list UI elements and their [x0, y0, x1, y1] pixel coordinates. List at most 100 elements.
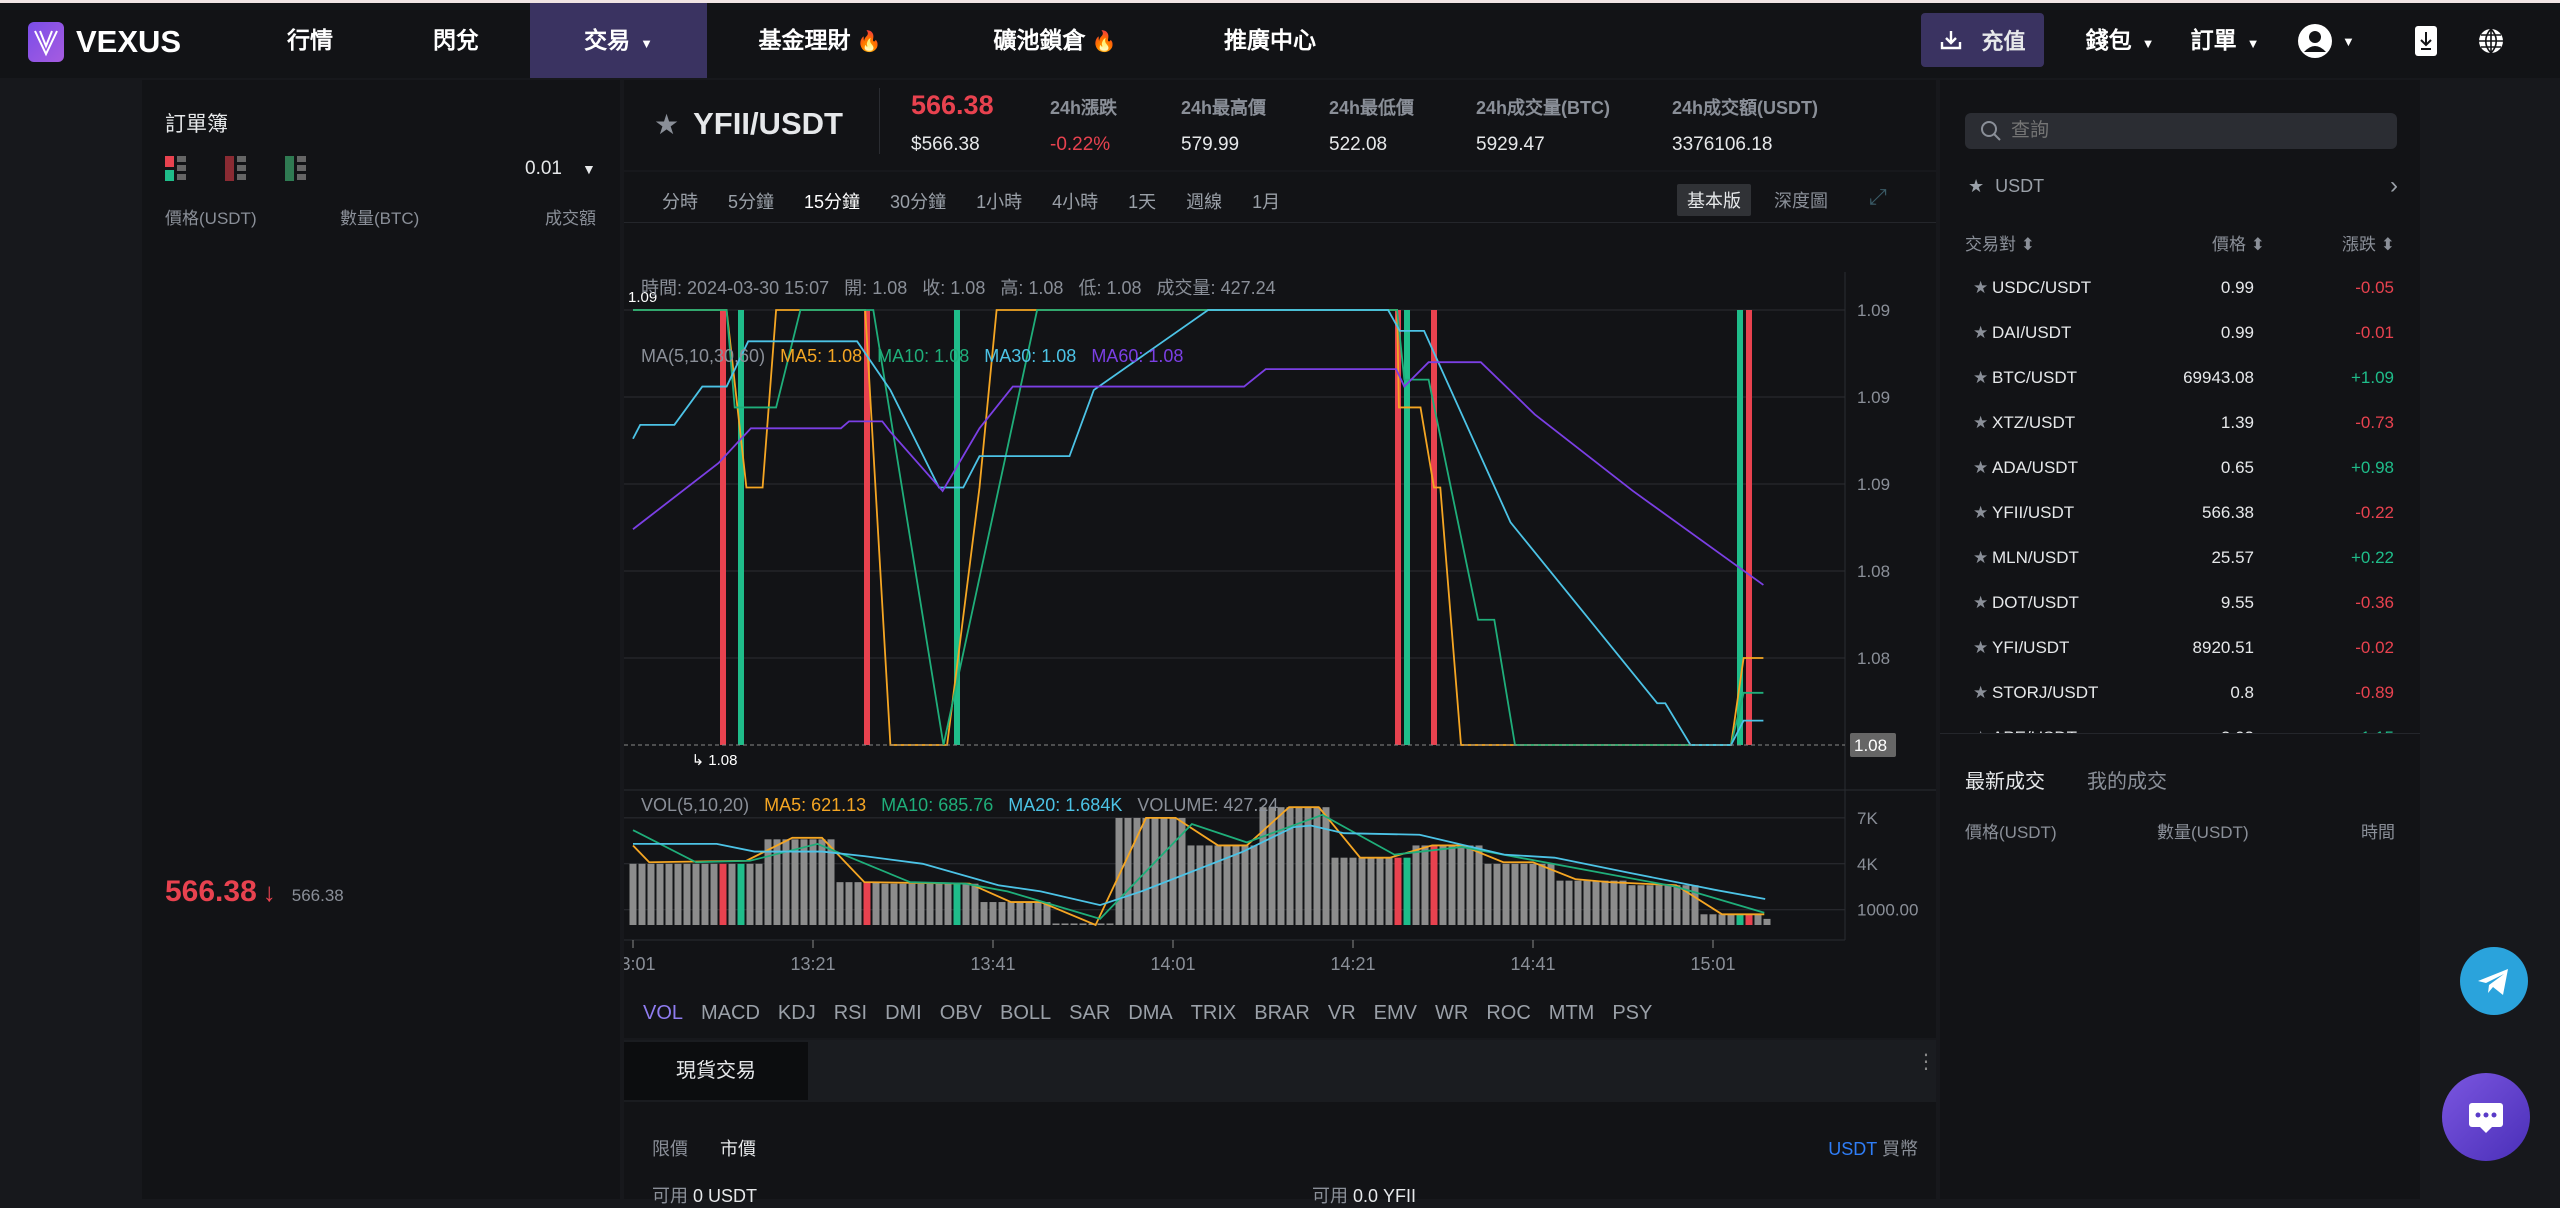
- brand-logo[interactable]: VEXUS: [28, 22, 181, 62]
- nav-trade[interactable]: 交易 ▼: [530, 3, 707, 78]
- market-row[interactable]: ★ ADA/USDT 0.65 +0.98: [1940, 446, 2420, 491]
- search-input[interactable]: [2011, 117, 2381, 145]
- market-row[interactable]: ★ DOT/USDT 9.55 -0.36: [1940, 581, 2420, 626]
- more-icon[interactable]: ⋮: [1916, 1051, 1936, 1073]
- indicator-tab[interactable]: DMA: [1128, 1002, 1173, 1024]
- nav-referral[interactable]: 推廣中心: [1215, 3, 1325, 78]
- col-change[interactable]: 漲跌 ⬍: [2342, 230, 2395, 255]
- indicator-tab[interactable]: WR: [1435, 1002, 1469, 1024]
- stat-value: 5929.47: [1476, 134, 1545, 155]
- period-tab[interactable]: 週線: [1186, 192, 1223, 212]
- star-icon[interactable]: ★: [1973, 368, 1989, 387]
- indicator-tab[interactable]: MTM: [1548, 1002, 1595, 1024]
- star-icon[interactable]: ★: [1973, 593, 1989, 612]
- user-menu[interactable]: ▼: [2298, 24, 2355, 58]
- star-icon[interactable]: ★: [1973, 413, 1989, 432]
- vol-tick-label: 1000.00: [1857, 901, 1918, 920]
- candle-up: [1404, 310, 1410, 745]
- star-icon[interactable]: ★: [1973, 458, 1989, 477]
- deposit-button[interactable]: 充值: [1921, 13, 2044, 67]
- nav-market[interactable]: 行情: [270, 3, 350, 78]
- view-both-icon[interactable]: [165, 156, 186, 181]
- indicator-tab[interactable]: ROC: [1486, 1002, 1531, 1024]
- period-tab[interactable]: 1月: [1252, 192, 1281, 212]
- app-download-icon[interactable]: [2415, 26, 2437, 56]
- view-bids-icon[interactable]: [285, 156, 306, 181]
- buy-currency[interactable]: USDT 買幣: [1828, 1135, 1918, 1161]
- period-tab[interactable]: 5分鐘: [728, 192, 775, 212]
- star-icon[interactable]: ★: [1973, 503, 1989, 522]
- market-row[interactable]: ★ XTZ/USDT 1.39 -0.73: [1940, 401, 2420, 446]
- indicator-tab[interactable]: BOLL: [999, 1002, 1052, 1024]
- star-icon[interactable]: ★: [1973, 728, 1988, 734]
- market-row[interactable]: ★ YFII/USDT 566.38 -0.22: [1940, 491, 2420, 536]
- view-asks-icon[interactable]: [225, 156, 246, 181]
- indicator-tab[interactable]: SAR: [1069, 1002, 1111, 1024]
- order-type-market[interactable]: 市價: [720, 1139, 756, 1159]
- indicator-tab[interactable]: VOL: [643, 1002, 684, 1024]
- market-panel: ★ USDT › 交易對 ⬍ 價格 ⬍ 漲跌 ⬍ ★USDC/USDT0.99-…: [1940, 80, 2420, 1199]
- header-total: 成交額: [545, 209, 596, 228]
- nav-swap[interactable]: 閃兌: [416, 3, 496, 78]
- market-row[interactable]: ★ USDC/USDT 0.99 -0.05: [1940, 266, 2420, 311]
- market-row[interactable]: ★ DAI/USDT 0.99 -0.01: [1940, 311, 2420, 356]
- volume-bar: [1718, 914, 1726, 925]
- star-icon[interactable]: ★: [1973, 278, 1989, 297]
- order-type-limit[interactable]: 限價: [652, 1139, 688, 1159]
- indicator-tab[interactable]: MACD: [701, 1002, 760, 1024]
- wallet-menu[interactable]: 錢包 ▼: [2085, 3, 2155, 78]
- volume-bar: [1493, 863, 1501, 925]
- chart-mode-depth[interactable]: 深度圖: [1774, 191, 1828, 211]
- stat-label: 24h最低價: [1329, 98, 1415, 118]
- period-tab[interactable]: 15分鐘: [804, 192, 861, 212]
- star-icon[interactable]: ★: [1973, 683, 1989, 702]
- favorite-star-icon[interactable]: ★: [654, 108, 680, 140]
- quote-selector[interactable]: ★ USDT ›: [1968, 172, 2398, 199]
- telegram-button[interactable]: [2460, 947, 2528, 1015]
- indicator-tab[interactable]: RSI: [833, 1002, 868, 1024]
- tab-latest-trades[interactable]: 最新成交: [1965, 771, 2045, 793]
- period-tab[interactable]: 1小時: [976, 192, 1023, 212]
- indicator-tab[interactable]: PSY: [1612, 1002, 1653, 1024]
- indicator-tab[interactable]: EMV: [1373, 1002, 1417, 1024]
- nav-fund[interactable]: 基金理財 🔥: [740, 3, 900, 78]
- indicator-tab[interactable]: OBV: [939, 1002, 982, 1024]
- value: 1.08: [1028, 278, 1064, 298]
- period-tab[interactable]: 1天: [1128, 192, 1157, 212]
- precision-select[interactable]: 0.01 ▼: [525, 158, 596, 180]
- period-tab[interactable]: 30分鐘: [890, 192, 947, 212]
- indicator-tab[interactable]: VR: [1327, 1002, 1356, 1024]
- chat-button[interactable]: [2442, 1073, 2530, 1161]
- tab-spot-trade[interactable]: 現貨交易: [624, 1042, 808, 1100]
- volume-bar: [971, 883, 979, 925]
- star-icon[interactable]: ★: [1973, 638, 1989, 657]
- market-row[interactable]: ★ APE/USDT 2.03 +1.15: [1940, 716, 2420, 734]
- market-row[interactable]: ★ BTC/USDT 69943.08 +1.09: [1940, 356, 2420, 401]
- tab-my-trades[interactable]: 我的成交: [2087, 771, 2167, 793]
- period-tab[interactable]: 4小時: [1052, 192, 1099, 212]
- market-row[interactable]: ★ MLN/USDT 25.57 +0.22: [1940, 536, 2420, 581]
- globe-icon[interactable]: [2477, 27, 2505, 55]
- indicator-tab[interactable]: BRAR: [1254, 1002, 1310, 1024]
- col-price[interactable]: 價格 ⬍: [2212, 230, 2265, 255]
- label: 成交量:: [1156, 278, 1216, 298]
- orders-menu[interactable]: 訂單 ▼: [2190, 3, 2260, 78]
- star-icon[interactable]: ★: [1973, 323, 1989, 342]
- chart-mode-basic[interactable]: 基本版: [1677, 184, 1751, 216]
- market-row[interactable]: ★ STORJ/USDT 0.8 -0.89: [1940, 671, 2420, 716]
- indicator-tab[interactable]: DMI: [885, 1002, 922, 1024]
- col-pair[interactable]: 交易對 ⬍: [1965, 230, 2035, 255]
- search-box[interactable]: [1965, 113, 2397, 149]
- period-tab[interactable]: 分時: [662, 192, 698, 212]
- fullscreen-icon[interactable]: ⤢: [1869, 184, 1887, 209]
- ma5-value: MA5: 1.08: [780, 346, 863, 366]
- volume-bar: [1124, 817, 1132, 925]
- market-row[interactable]: ★ YFI/USDT 8920.51 -0.02: [1940, 626, 2420, 671]
- nav-mining[interactable]: 礦池鎖倉 🔥: [975, 3, 1135, 78]
- kline-chart[interactable]: 1.09 1.09 1.09 1.08 1.08 1.08 1.09 ↳ 1.08 7K 4K 10…: [624, 222, 1936, 1012]
- indicator-tab[interactable]: KDJ: [777, 1002, 816, 1024]
- indicator-tab[interactable]: TRIX: [1190, 1002, 1237, 1024]
- min-marker: ↳ 1.08: [692, 752, 738, 769]
- pair: USDC/USDT: [1992, 278, 2092, 297]
- star-icon[interactable]: ★: [1973, 548, 1989, 567]
